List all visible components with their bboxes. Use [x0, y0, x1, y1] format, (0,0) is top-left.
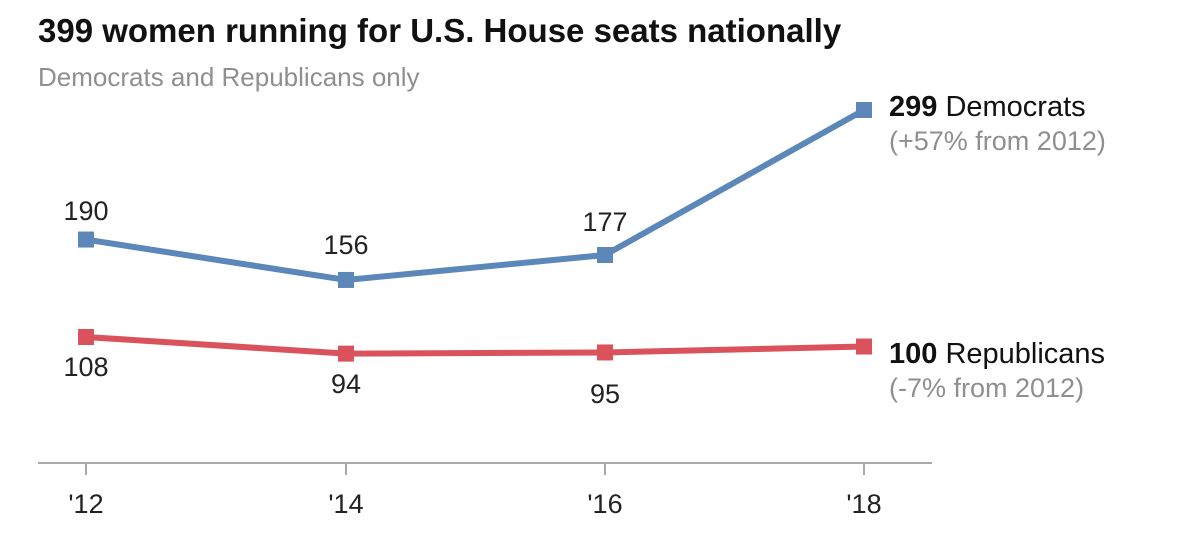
end-value: 299 [889, 91, 937, 123]
data-point-republicans [856, 338, 872, 355]
data-point-democrats [338, 271, 354, 288]
x-tick-label: '12 [68, 489, 103, 519]
data-label: 94 [331, 369, 361, 399]
x-tick-label: '18 [846, 489, 881, 519]
end-note-democrats: (+57% from 2012) [889, 126, 1106, 156]
data-point-democrats [597, 246, 613, 263]
data-point-republicans [597, 344, 613, 361]
series-name: Republicans [937, 338, 1105, 370]
end-note-republicans: (-7% from 2012) [889, 373, 1084, 403]
data-point-republicans [338, 345, 354, 362]
chart-title: 399 women running for U.S. House seats n… [38, 12, 842, 49]
series-line-democrats [83, 107, 867, 283]
series-line-republicans [83, 334, 867, 357]
x-tick-label: '14 [328, 489, 363, 519]
data-label: 156 [323, 230, 368, 260]
data-point-democrats [78, 231, 94, 248]
x-tick-label: '16 [587, 489, 622, 519]
data-point-democrats [856, 102, 872, 118]
series-name: Democrats [937, 91, 1085, 123]
end-label-democrats: 299 Democrats [889, 91, 1086, 123]
data-label: 95 [590, 379, 620, 409]
end-value: 100 [889, 338, 937, 370]
data-label: 177 [582, 207, 627, 237]
chart-subtitle: Democrats and Republicans only [38, 62, 420, 92]
data-point-republicans [78, 329, 94, 345]
end-label-republicans: 100 Republicans [889, 338, 1105, 370]
data-label: 108 [63, 352, 108, 382]
data-label: 190 [63, 196, 108, 226]
